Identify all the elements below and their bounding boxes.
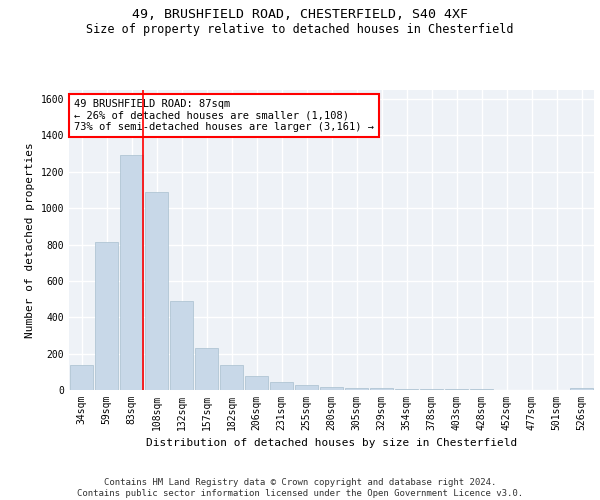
Bar: [170, 301, 193, 390]
Text: Size of property relative to detached houses in Chesterfield: Size of property relative to detached ho…: [86, 22, 514, 36]
Y-axis label: Number of detached properties: Number of detached properties: [25, 142, 35, 338]
Bar: [70, 364, 93, 390]
Bar: [95, 242, 118, 390]
X-axis label: Distribution of detached houses by size in Chesterfield: Distribution of detached houses by size …: [146, 438, 517, 448]
Bar: [320, 386, 343, 390]
Bar: [345, 388, 368, 390]
Text: 49 BRUSHFIELD ROAD: 87sqm
← 26% of detached houses are smaller (1,108)
73% of se: 49 BRUSHFIELD ROAD: 87sqm ← 26% of detac…: [74, 99, 374, 132]
Bar: [570, 388, 593, 390]
Text: Contains HM Land Registry data © Crown copyright and database right 2024.
Contai: Contains HM Land Registry data © Crown c…: [77, 478, 523, 498]
Text: 49, BRUSHFIELD ROAD, CHESTERFIELD, S40 4XF: 49, BRUSHFIELD ROAD, CHESTERFIELD, S40 4…: [132, 8, 468, 20]
Bar: [270, 382, 293, 390]
Bar: [195, 348, 218, 390]
Bar: [145, 192, 168, 390]
Bar: [220, 366, 243, 390]
Bar: [420, 389, 443, 390]
Bar: [120, 154, 143, 390]
Bar: [395, 388, 418, 390]
Bar: [370, 388, 393, 390]
Bar: [295, 385, 318, 390]
Bar: [245, 376, 268, 390]
